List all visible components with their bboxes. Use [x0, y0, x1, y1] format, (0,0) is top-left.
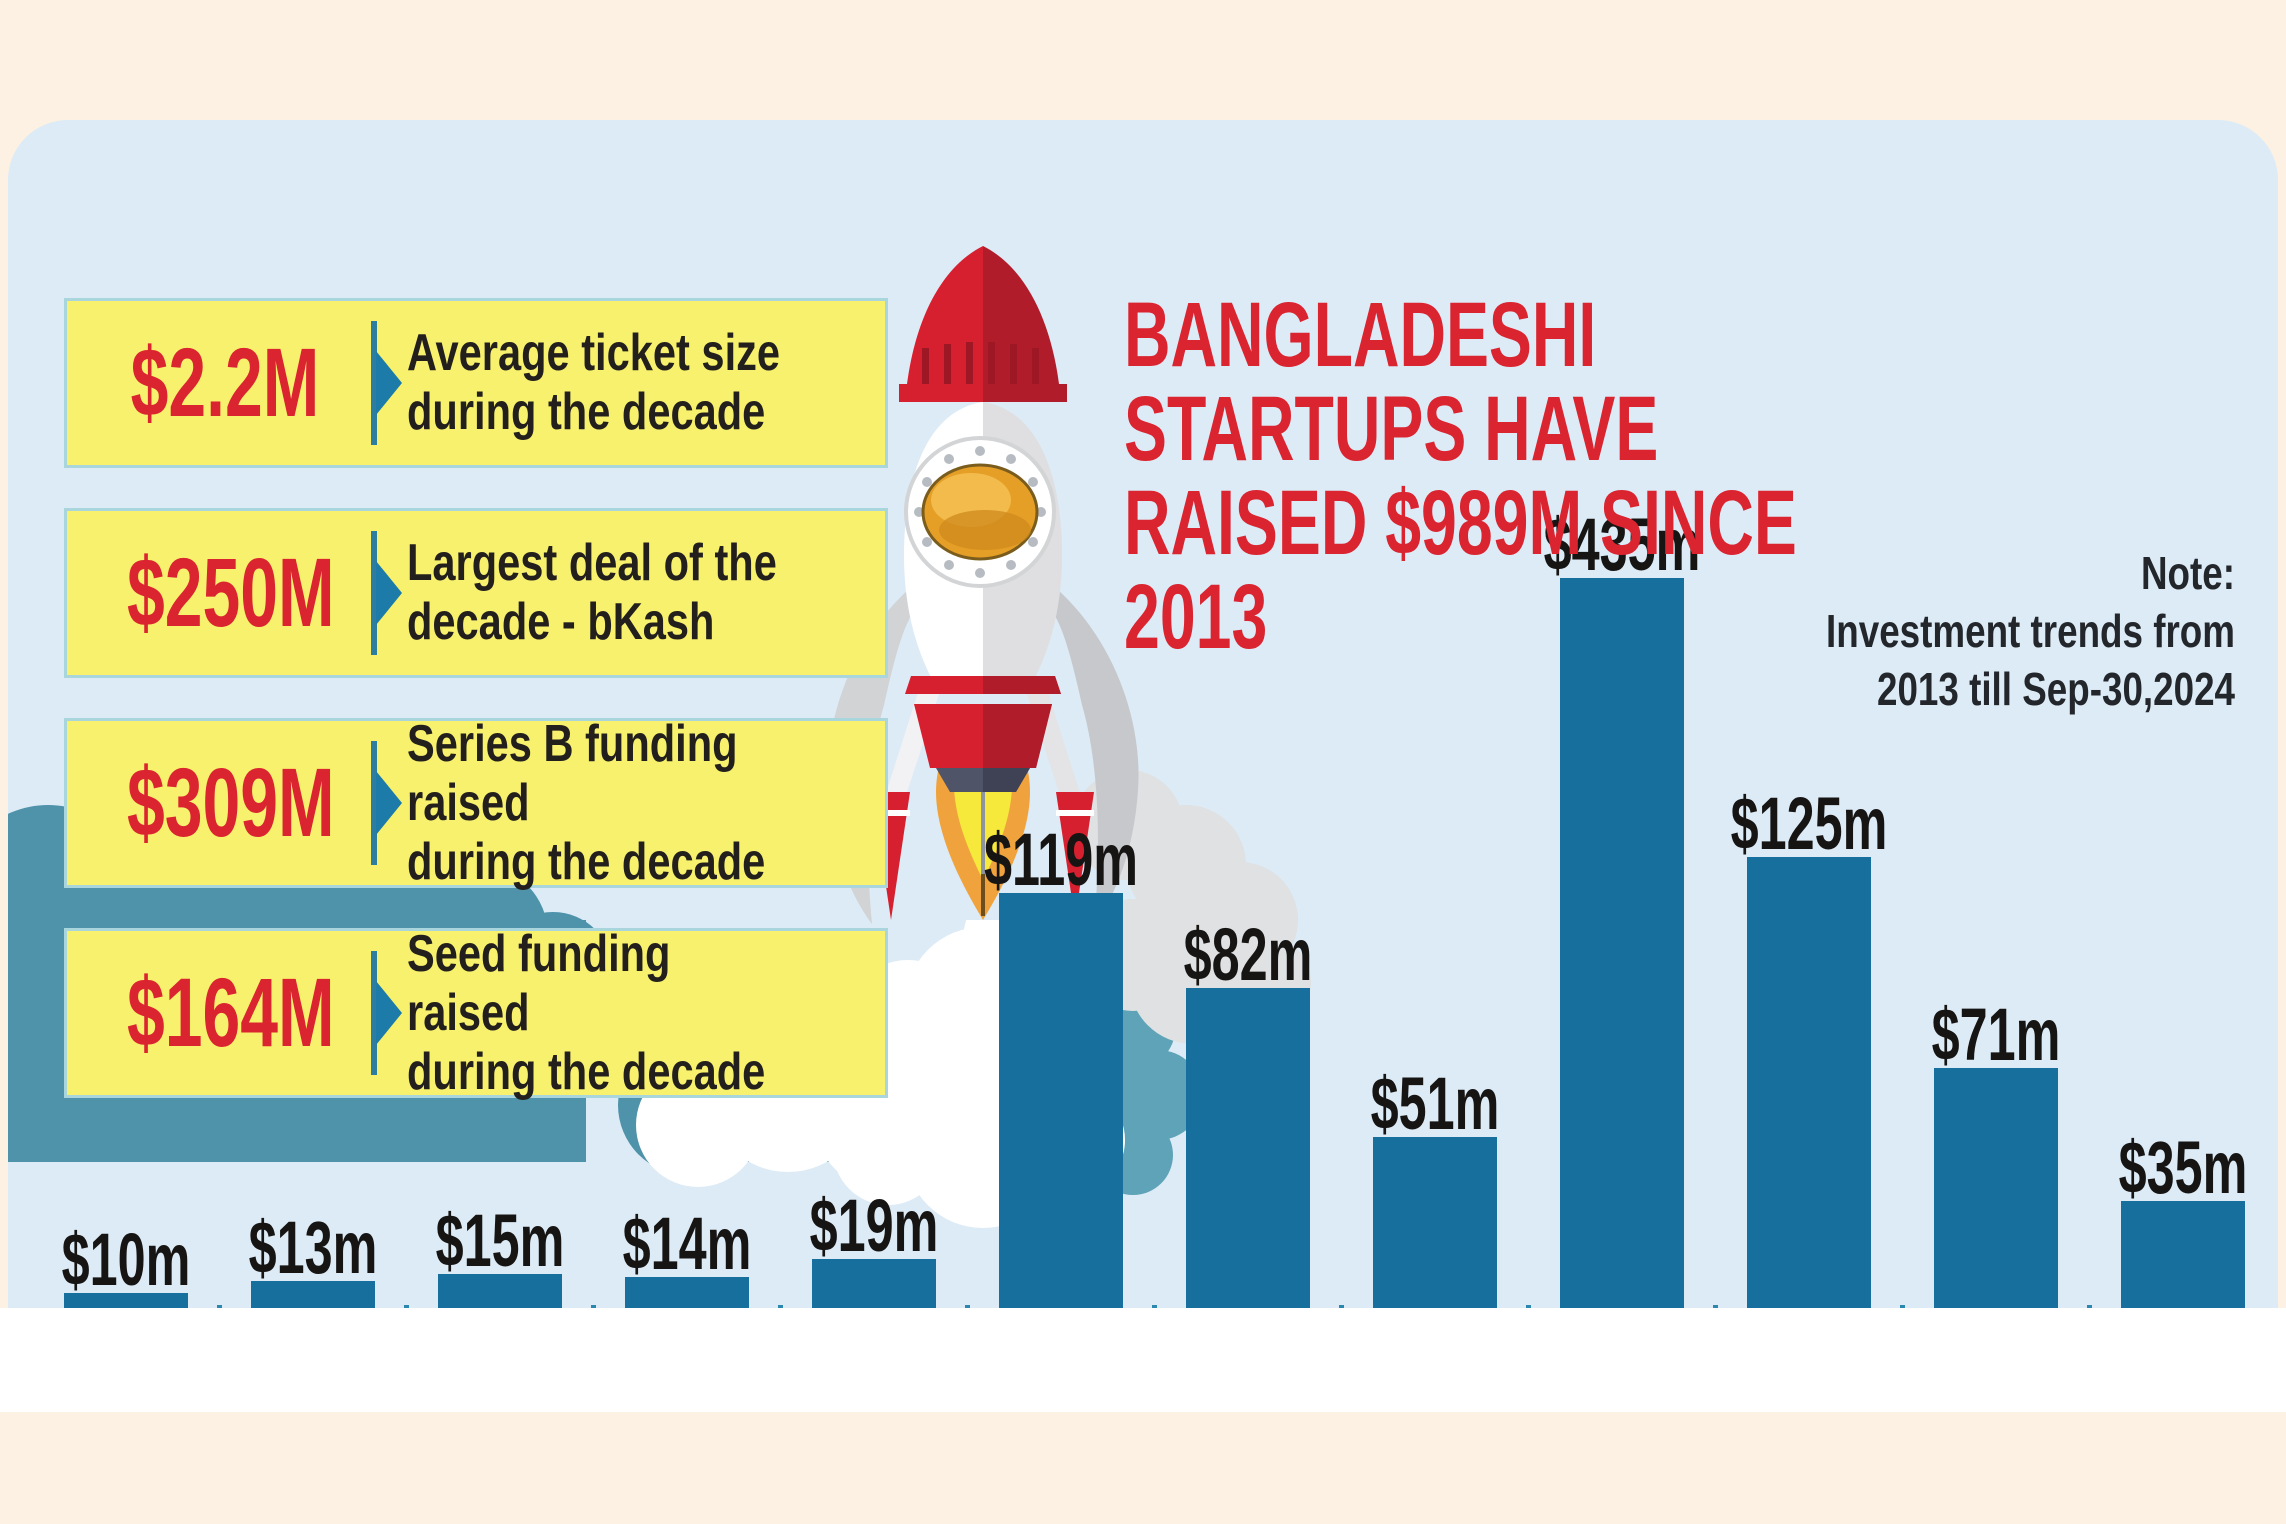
- stat-value: $2.2M: [130, 328, 320, 437]
- bar-2018: [999, 893, 1123, 1308]
- arrow-right-icon: [371, 531, 377, 655]
- bar-value-label-2024: $35m: [2118, 1126, 2248, 1209]
- bar-value-label-2014: $13m: [248, 1206, 378, 1289]
- stat-value: $309M: [127, 748, 335, 857]
- stat-description: Average ticket size during the decade: [407, 324, 781, 441]
- year-divider: [1900, 1305, 1905, 1308]
- bar-2021: [1560, 578, 1684, 1308]
- stat-box-3: $309M Series B funding raised during the …: [64, 715, 888, 891]
- bar-2019: [1186, 988, 1310, 1308]
- bar-value-label-2017: $19m: [809, 1184, 939, 1267]
- bar-value-label-2019: $82m: [1183, 913, 1313, 996]
- stat-box-4: $164M Seed funding raised during the deca…: [64, 925, 888, 1101]
- bar-2014: [251, 1281, 375, 1308]
- bar-value-label-2013: $10m: [61, 1218, 191, 1301]
- bar-2016: [625, 1277, 749, 1308]
- bar-2024: [2121, 1201, 2245, 1308]
- chart-panel: BANGLADESHI STARTUPS HAVE RAISED $989M S…: [8, 120, 2278, 1308]
- bar-2013: [64, 1293, 188, 1308]
- note-label: Note:: [2140, 547, 2235, 599]
- bar-value-label-2021: $435m: [1543, 503, 1701, 586]
- stat-value: $250M: [127, 538, 335, 647]
- year-divider: [591, 1305, 596, 1308]
- year-divider: [1526, 1305, 1531, 1308]
- year-divider: [778, 1305, 783, 1308]
- bar-2022: [1747, 857, 1871, 1308]
- bar-value-label-2018: $119m: [984, 818, 1138, 901]
- bar-2017: [812, 1259, 936, 1308]
- bar-2020: [1373, 1137, 1497, 1308]
- stat-description: Largest deal of the decade - bKash: [407, 534, 777, 651]
- stat-value: $164M: [127, 958, 335, 1067]
- arrow-right-icon: [371, 951, 377, 1075]
- note-block: Note: Investment trends from 2013 till S…: [1739, 544, 2235, 718]
- year-divider: [217, 1305, 222, 1308]
- arrow-right-icon: [371, 741, 377, 865]
- year-divider: [1152, 1305, 1157, 1308]
- bar-value-label-2020: $51m: [1370, 1062, 1500, 1145]
- bar-2015: [438, 1274, 562, 1308]
- title-text: BANGLADESHI STARTUPS HAVE RAISED $989M S…: [1124, 284, 1797, 668]
- bar-value-label-2022: $125m: [1730, 782, 1888, 865]
- note-line2: 2013 till Sep-30,2024: [1876, 663, 2235, 715]
- note-line1: Investment trends from: [1826, 605, 2235, 657]
- year-divider: [965, 1305, 970, 1308]
- year-divider: [1713, 1305, 1718, 1308]
- year-divider: [404, 1305, 409, 1308]
- bar-2023: [1934, 1068, 2058, 1308]
- stat-box-1: $2.2M Average ticket size during the deca…: [64, 298, 888, 468]
- year-divider: [1339, 1305, 1344, 1308]
- source-strip: Source: LightCastle Analytics, Anchorles…: [0, 1308, 2286, 1412]
- bar-value-label-2016: $14m: [622, 1202, 752, 1285]
- bar-value-label-2015: $15m: [435, 1199, 565, 1282]
- bar-value-label-2023: $71m: [1931, 993, 2061, 1076]
- year-divider: [2087, 1305, 2092, 1308]
- arrow-right-icon: [371, 321, 377, 445]
- stat-description: Series B funding raised during the decad…: [407, 714, 766, 891]
- stat-box-2: $250M Largest deal of the decade - bKash: [64, 508, 888, 678]
- page-title: BANGLADESHI STARTUPS HAVE RAISED $989M S…: [1124, 288, 1894, 664]
- stat-description: Seed funding raised during the decade: [407, 924, 766, 1101]
